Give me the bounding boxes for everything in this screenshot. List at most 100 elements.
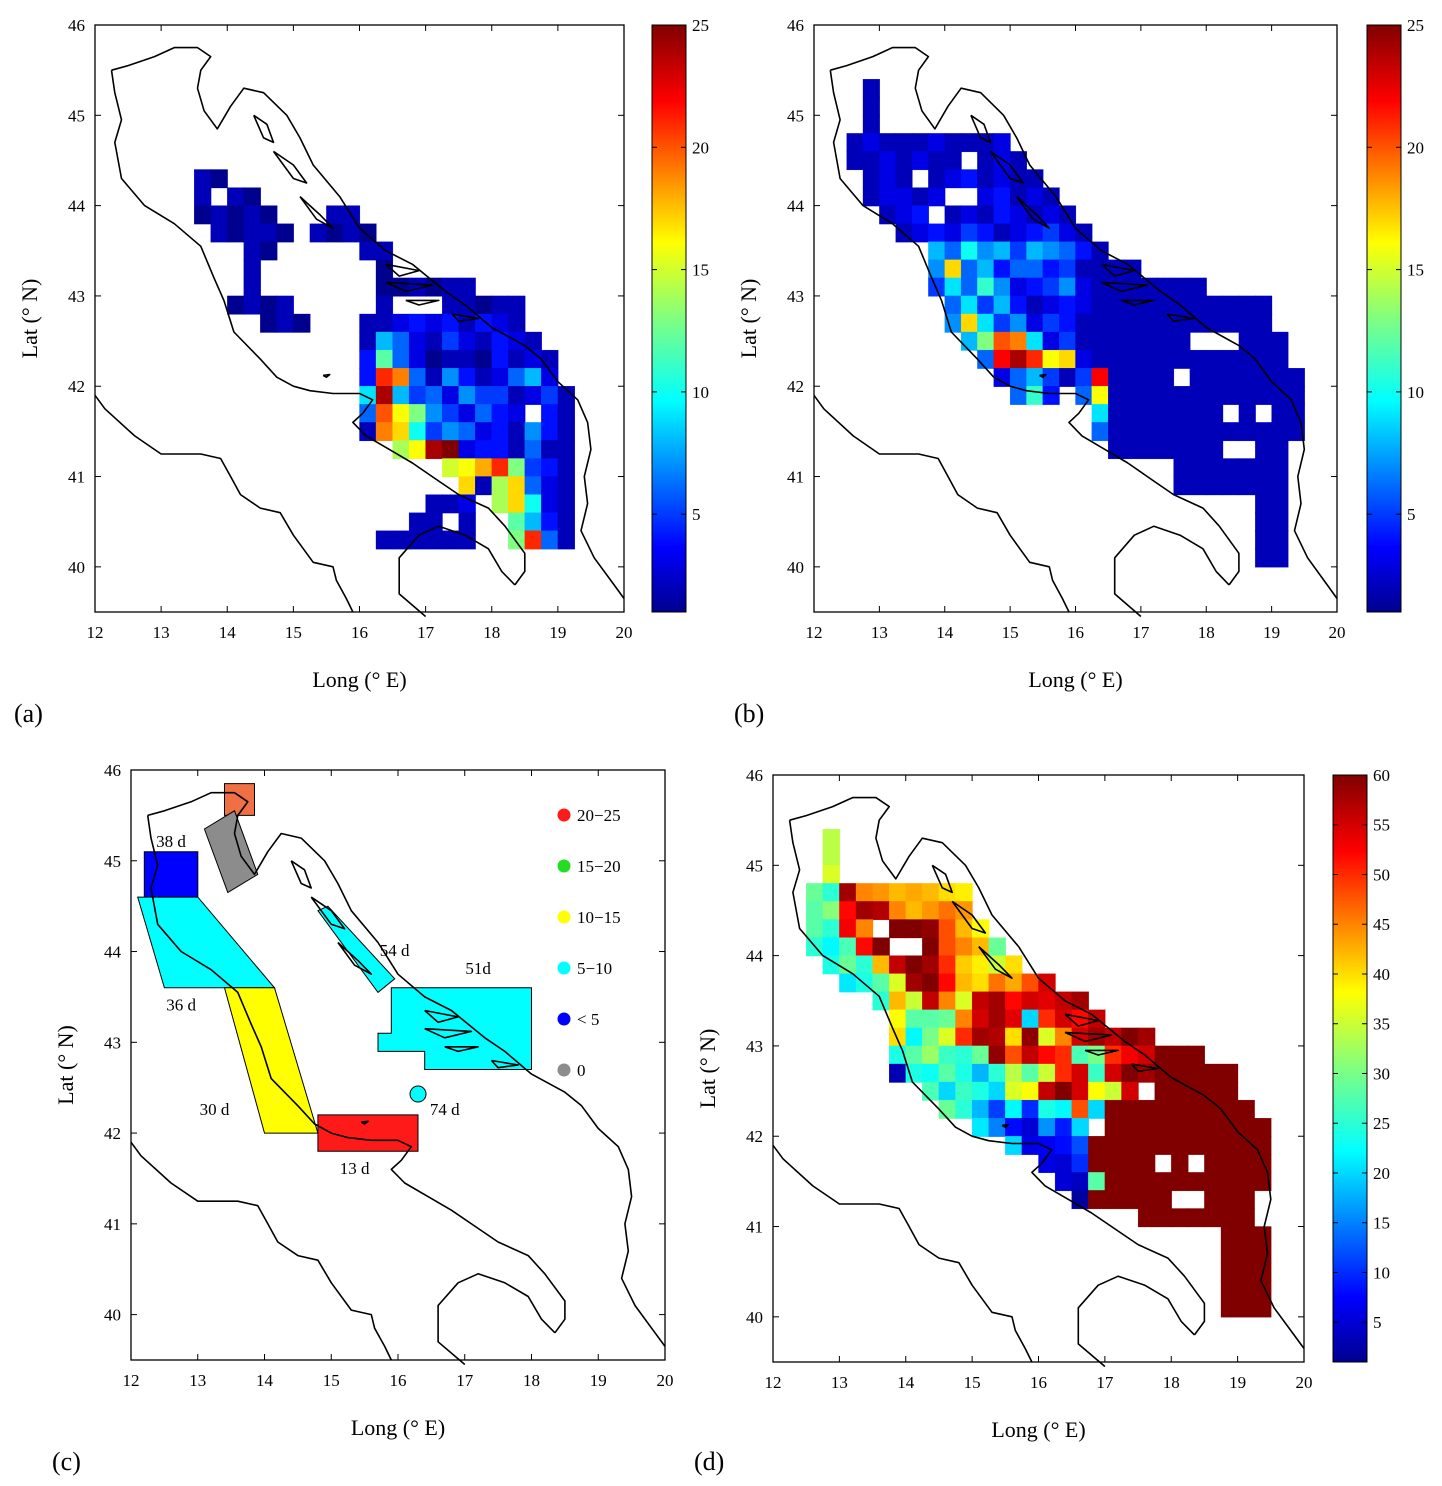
- heatmap-cell: [1054, 1118, 1073, 1137]
- heatmap-cell: [922, 1009, 940, 1029]
- coastline-segment: [424, 1009, 459, 1024]
- region-polygon: [317, 905, 396, 994]
- coastline-segment: [451, 313, 480, 322]
- heatmap-cell: [1220, 1244, 1239, 1264]
- coastline-segment: [398, 525, 516, 618]
- legend-label: 15−20: [577, 857, 621, 876]
- x-tick-label: 15: [1002, 623, 1019, 642]
- x-tick-label: 17: [1132, 623, 1150, 642]
- x-tick-label: 13: [871, 623, 888, 642]
- heatmap-cell: [1204, 1190, 1222, 1210]
- heatmap-cell: [1071, 1063, 1089, 1083]
- heatmap-cell: [1075, 223, 1093, 243]
- heatmap-cell: [1271, 512, 1289, 532]
- heatmap-cell: [944, 133, 962, 153]
- colorbar-gradient: [1366, 24, 1402, 613]
- heatmap-cell: [210, 223, 228, 243]
- colorbar-tick-label: 35: [1373, 1015, 1390, 1034]
- heatmap-cell: [243, 205, 261, 225]
- heatmap-cell: [1005, 1099, 1023, 1119]
- heatmap-cell: [839, 919, 857, 939]
- heatmap-cell: [905, 973, 923, 993]
- heatmap-cell: [1271, 458, 1289, 478]
- colorbar-tick-label: 5: [1407, 505, 1416, 524]
- heatmap-cell: [1220, 1208, 1239, 1228]
- heatmap-cell: [491, 295, 509, 315]
- y-tick-label: 40: [104, 1306, 121, 1325]
- heatmap-cell: [1254, 1118, 1272, 1137]
- heatmap-cell: [1124, 313, 1142, 333]
- heatmap-cell: [1187, 1045, 1205, 1065]
- heatmap-cell: [993, 259, 1011, 279]
- heatmap-cell: [1222, 295, 1240, 315]
- heatmap-cell: [855, 901, 874, 921]
- heatmap-cell: [944, 169, 962, 189]
- heatmap-cell: [1173, 277, 1191, 297]
- heatmap-cell: [425, 530, 443, 550]
- heatmap-cell: [1005, 1045, 1023, 1065]
- heatmap-cell: [971, 991, 990, 1011]
- heatmap-cell: [1157, 331, 1175, 351]
- y-tick-label: 41: [746, 1218, 763, 1237]
- heatmap-cell: [359, 349, 377, 369]
- heatmap-cell: [458, 476, 476, 496]
- coastline-segment: [94, 394, 354, 613]
- coastline-segment: [385, 281, 433, 293]
- heatmap-cell: [227, 223, 245, 243]
- heatmap-cell: [928, 151, 946, 171]
- heatmap-cell: [862, 97, 880, 116]
- heatmap-cell: [1271, 331, 1289, 351]
- region-label: 30 d: [200, 1100, 230, 1119]
- heatmap-cell: [1206, 440, 1224, 460]
- heatmap-cell: [1054, 1045, 1073, 1065]
- heatmap-cell: [309, 223, 327, 243]
- heatmap-cell: [1255, 422, 1273, 442]
- heatmap-cell: [1108, 422, 1126, 442]
- x-tick-label: 12: [87, 623, 104, 642]
- heatmap-cell: [944, 295, 962, 315]
- heatmap-cell: [1255, 548, 1273, 568]
- heatmap-cell: [1121, 1081, 1139, 1101]
- heatmap-cell: [408, 331, 427, 351]
- heatmap-cell: [524, 530, 542, 550]
- x-tick-label: 15: [323, 1371, 340, 1390]
- heatmap-cell: [508, 440, 526, 460]
- heatmap-cell: [988, 1045, 1006, 1065]
- region-label: 74 d: [430, 1100, 460, 1119]
- heatmap-cell: [491, 386, 509, 405]
- coastline-segment: [1101, 281, 1149, 293]
- heatmap-cell: [194, 187, 212, 207]
- legend-marker: [557, 961, 571, 975]
- heatmap-cell: [243, 241, 261, 261]
- heatmap-cell: [1206, 476, 1224, 496]
- axis-ticks-a: [94, 24, 625, 612]
- heatmap-cell: [442, 458, 460, 478]
- heatmap-cell: [1206, 368, 1224, 387]
- heatmap-cell: [1124, 440, 1142, 460]
- panel-letter: (c): [52, 1447, 81, 1476]
- heatmap-cell: [524, 458, 542, 478]
- heatmap-cell: [872, 901, 890, 921]
- heatmap-cell: [1108, 313, 1126, 333]
- heatmap-cell: [1026, 241, 1044, 261]
- colorbar-tick-label: 30: [1373, 1064, 1390, 1083]
- y-tick-label: 40: [68, 558, 85, 577]
- y-axis-title: Lat (° N): [17, 279, 42, 359]
- heatmap-cell: [425, 313, 443, 333]
- heatmap-cell: [1038, 1063, 1056, 1083]
- legend-label: 20−25: [577, 806, 621, 825]
- heatmap-cell: [1026, 259, 1044, 279]
- heatmap-cell: [442, 386, 460, 405]
- legend-marker: [557, 1063, 571, 1077]
- heatmap-cell: [227, 295, 245, 315]
- heatmap-cell: [955, 937, 973, 957]
- heatmap-cell: [1154, 1081, 1172, 1101]
- heatmap-cell: [911, 133, 929, 153]
- heatmap-cell: [1238, 313, 1256, 333]
- heatmap-cell: [1220, 1136, 1239, 1155]
- heatmap-cell: [879, 151, 897, 171]
- heatmap-cell: [1038, 1099, 1056, 1119]
- y-tick-label: 42: [746, 1127, 763, 1146]
- colorbar-tick-label: 15: [1407, 261, 1424, 280]
